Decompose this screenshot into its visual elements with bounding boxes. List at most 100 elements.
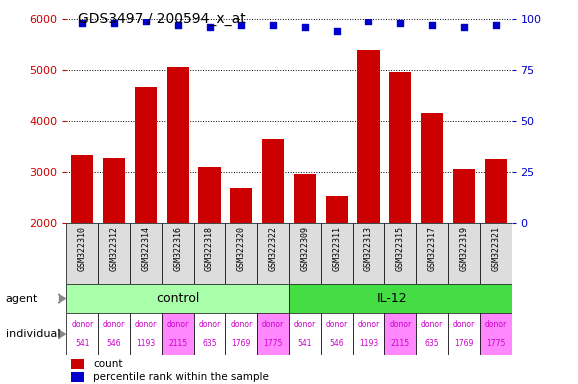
Point: [428, 22, 437, 28]
Text: control: control: [156, 292, 199, 305]
Bar: [448, 313, 480, 355]
Bar: [225, 313, 257, 355]
Bar: [484, 159, 507, 223]
FancyArrow shape: [58, 294, 65, 303]
Text: GSM322310: GSM322310: [78, 226, 87, 271]
FancyArrow shape: [58, 330, 65, 338]
Point: [301, 24, 310, 30]
Bar: [66, 313, 98, 355]
Point: [460, 24, 469, 30]
Bar: [162, 223, 194, 284]
Point: [141, 18, 150, 24]
Text: individual: individual: [6, 329, 60, 339]
Bar: [71, 372, 84, 382]
Point: [77, 20, 87, 26]
Bar: [453, 169, 475, 223]
Bar: [66, 223, 98, 284]
Point: [173, 22, 183, 28]
Bar: [230, 188, 253, 223]
Text: GSM322315: GSM322315: [396, 226, 405, 271]
Bar: [325, 196, 348, 223]
Text: IL-12: IL-12: [377, 292, 407, 305]
Bar: [103, 157, 125, 223]
Point: [110, 20, 119, 26]
Text: donor: donor: [262, 320, 284, 329]
Text: donor: donor: [357, 320, 380, 329]
Bar: [448, 223, 480, 284]
Text: donor: donor: [453, 320, 475, 329]
Bar: [130, 223, 162, 284]
Text: count: count: [93, 359, 123, 369]
Text: donor: donor: [421, 320, 443, 329]
Text: 1769: 1769: [454, 339, 473, 348]
Bar: [384, 223, 416, 284]
Bar: [321, 313, 353, 355]
Bar: [135, 88, 157, 223]
Text: GSM322313: GSM322313: [364, 226, 373, 271]
Point: [364, 18, 373, 24]
Text: 1775: 1775: [264, 339, 283, 348]
Text: GSM322314: GSM322314: [142, 226, 150, 271]
Bar: [98, 313, 130, 355]
Point: [268, 22, 278, 28]
Text: donor: donor: [484, 320, 507, 329]
Text: donor: donor: [103, 320, 125, 329]
Text: GSM322321: GSM322321: [491, 226, 500, 271]
Text: donor: donor: [71, 320, 94, 329]
Bar: [389, 71, 412, 223]
Bar: [166, 67, 189, 223]
Point: [205, 24, 214, 30]
Text: GSM322320: GSM322320: [237, 226, 246, 271]
Bar: [353, 313, 384, 355]
Bar: [416, 313, 448, 355]
Point: [332, 28, 341, 35]
Bar: [421, 113, 443, 223]
Bar: [194, 313, 225, 355]
Text: GSM322318: GSM322318: [205, 226, 214, 271]
Text: 635: 635: [425, 339, 439, 348]
Bar: [194, 223, 225, 284]
Text: 1193: 1193: [359, 339, 378, 348]
Bar: [257, 313, 289, 355]
Text: 635: 635: [202, 339, 217, 348]
Bar: [71, 154, 94, 223]
Bar: [257, 223, 289, 284]
Bar: [289, 313, 321, 355]
Bar: [353, 223, 384, 284]
Bar: [225, 223, 257, 284]
Point: [237, 22, 246, 28]
Text: GSM322312: GSM322312: [110, 226, 118, 271]
Bar: [98, 223, 130, 284]
Bar: [416, 223, 448, 284]
Text: 2115: 2115: [168, 339, 187, 348]
Text: 546: 546: [107, 339, 121, 348]
Text: donor: donor: [198, 320, 221, 329]
Bar: [357, 50, 380, 223]
Text: GSM322311: GSM322311: [332, 226, 341, 271]
Bar: [321, 223, 353, 284]
Text: 541: 541: [298, 339, 312, 348]
Text: 1769: 1769: [232, 339, 251, 348]
Text: 1775: 1775: [486, 339, 505, 348]
Text: GSM322317: GSM322317: [428, 226, 436, 271]
Text: donor: donor: [135, 320, 157, 329]
Bar: [289, 223, 321, 284]
Text: donor: donor: [230, 320, 253, 329]
Text: agent: agent: [6, 293, 38, 304]
Bar: [480, 313, 512, 355]
Text: donor: donor: [325, 320, 348, 329]
Bar: [480, 223, 512, 284]
Text: percentile rank within the sample: percentile rank within the sample: [93, 372, 269, 382]
Text: donor: donor: [166, 320, 189, 329]
Text: GSM322319: GSM322319: [460, 226, 468, 271]
Text: donor: donor: [389, 320, 412, 329]
Text: 546: 546: [329, 339, 344, 348]
Text: 2115: 2115: [391, 339, 410, 348]
Text: 1193: 1193: [136, 339, 155, 348]
Bar: [162, 313, 194, 355]
Text: GSM322316: GSM322316: [173, 226, 182, 271]
Bar: [71, 359, 84, 369]
Bar: [289, 284, 512, 313]
Text: donor: donor: [294, 320, 316, 329]
Text: GDS3497 / 200594_x_at: GDS3497 / 200594_x_at: [78, 12, 246, 25]
